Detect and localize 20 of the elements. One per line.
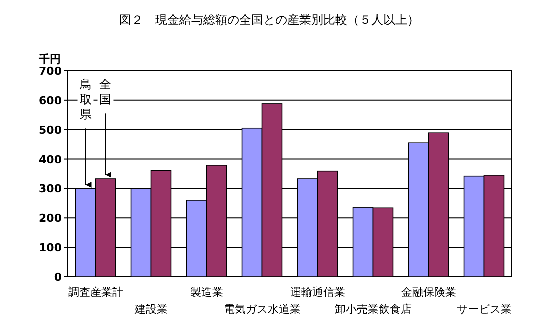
x-tick-label: 調査産業計 <box>68 286 124 299</box>
x-tick-label: 建設業 <box>134 303 168 316</box>
x-tick-label: 金融保険業 <box>401 286 456 299</box>
y-tick-label: 100 <box>39 242 62 255</box>
y-tick-label: 0 <box>54 271 62 284</box>
y-tick-label: 300 <box>39 182 62 196</box>
x-tick-label: 運輸通信業 <box>290 286 346 299</box>
chart-title: 図２ 現金給与総額の全国との産業別比較（５人以上） <box>120 13 420 27</box>
x-tick-label: 電気ガス水道業 <box>224 303 301 316</box>
x-tick-label: 卸小売業飲食店 <box>334 303 412 316</box>
y-tick-label: 500 <box>39 124 62 137</box>
x-tick-label: 製造業 <box>190 286 224 299</box>
x-tick-label: サービス業 <box>456 303 512 316</box>
text: 全国 <box>100 78 112 107</box>
y-tick-label: 700 <box>39 65 62 78</box>
text: 鳥取県 <box>78 78 92 122</box>
y-axis-title: 千円 <box>38 53 61 66</box>
y-tick-label: 600 <box>39 94 62 108</box>
y-tick-label: 400 <box>39 153 62 166</box>
y-tick-label: 200 <box>39 212 62 226</box>
